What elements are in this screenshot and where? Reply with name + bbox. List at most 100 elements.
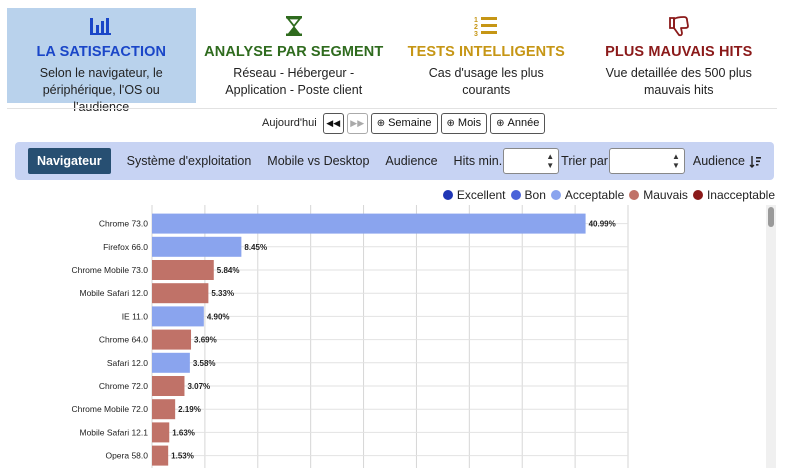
legend-item-acceptable[interactable]: Acceptable	[550, 188, 625, 202]
data-label: 5.84%	[217, 266, 240, 275]
month-button[interactable]: ⊕ Mois	[440, 112, 488, 134]
sort-by-label: Trier par	[561, 154, 608, 168]
tab-operating-system[interactable]: Système d'exploitation	[126, 154, 252, 168]
tab-browser[interactable]: Navigateur	[28, 148, 111, 174]
svg-text:3: 3	[474, 31, 478, 37]
zoom-icon: ⊕	[376, 117, 386, 129]
category-label: Chrome Mobile 73.0	[71, 265, 148, 275]
legend-label: Acceptable	[564, 188, 625, 202]
legend-item-mauvais[interactable]: Mauvais	[629, 188, 688, 202]
data-label: 8.45%	[244, 243, 267, 252]
legend-dot	[629, 190, 640, 200]
card-description: Selon le navigateur, le périphérique, l'…	[39, 66, 163, 114]
filter-bar: Navigateur Système d'exploitation Mobile…	[15, 142, 774, 180]
period-current-label: Aujourd'hui	[262, 117, 317, 129]
divider	[7, 108, 777, 109]
svg-text:1: 1	[474, 17, 478, 24]
data-label: 1.63%	[172, 428, 195, 437]
sort-by-select[interactable]: ▲ ▼	[608, 148, 685, 174]
legend-label: Excellent	[456, 188, 506, 202]
zoom-icon: ⊕	[496, 117, 505, 129]
tab-mobile-vs-desktop[interactable]: Mobile vs Desktop	[267, 154, 370, 168]
category-label: Safari 12.0	[107, 358, 148, 368]
legend-label: Inacceptable	[706, 188, 775, 202]
next-period-button[interactable]: ▶▶	[346, 112, 368, 134]
updown-arrow-icon: ▲ ▼	[672, 152, 680, 170]
category-label: Mobile Safari 12.0	[79, 288, 148, 298]
sort-descending-icon	[749, 155, 762, 168]
week-button-label: Semaine	[388, 117, 432, 129]
svg-text:2: 2	[474, 24, 478, 31]
year-button[interactable]: ⊕ Année	[490, 112, 546, 134]
legend-dot	[510, 190, 521, 200]
category-label: Firefox 66.0	[103, 242, 148, 252]
legend-label: Bon	[524, 188, 546, 202]
bar[interactable]	[152, 329, 192, 350]
category-label: Chrome 64.0	[99, 335, 148, 345]
category-label: IE 11.0	[122, 311, 149, 321]
chart-legend: Excellent Bon Acceptable Mauvais Inacceptabl…	[438, 188, 775, 202]
bar[interactable]	[152, 283, 209, 304]
category-label: Chrome Mobile 72.0	[71, 404, 148, 414]
card-description: Réseau - Hébergeur - Application - Poste…	[225, 66, 363, 97]
week-button[interactable]: ⊕ Semaine	[370, 112, 438, 134]
period-selector: Aujourd'hui ◀◀ ▶▶ ⊕ Semaine ⊕ Mois ⊕ Année	[262, 112, 548, 134]
bar[interactable]	[152, 399, 176, 420]
audience-sort-toggle[interactable]: Audience	[693, 154, 762, 168]
data-label: 5.33%	[211, 289, 234, 298]
hits-min-select[interactable]: ▲ ▼	[503, 148, 560, 174]
category-label: Chrome 72.0	[99, 381, 148, 391]
hourglass-icon	[200, 14, 389, 38]
zoom-icon: ⊕	[446, 117, 455, 129]
thumbs-down-icon	[585, 14, 774, 38]
card-description: Vue detaillée des 500 plus mauvais hits	[605, 66, 752, 97]
card-worst-hits[interactable]: PLUS MAUVAIS HITS Vue detaillée des 500 …	[585, 8, 774, 103]
year-button-label: Année	[507, 117, 540, 129]
data-label: 1.53%	[171, 452, 194, 461]
scrollbar-thumb[interactable]	[768, 207, 774, 227]
legend-item-bon[interactable]: Bon	[510, 188, 546, 202]
data-label: 2.19%	[178, 405, 201, 414]
previous-period-button[interactable]: ◀◀	[322, 112, 344, 134]
legend-item-inacceptable[interactable]: Inacceptable	[692, 188, 775, 202]
data-label: 3.69%	[194, 336, 217, 345]
double-chevron-right-icon: ▶▶	[350, 117, 365, 128]
card-title: PLUS MAUVAIS HITS	[605, 44, 753, 60]
data-label: 40.99%	[589, 220, 616, 229]
card-title: TESTS INTELLIGENTS	[407, 44, 565, 60]
double-chevron-left-icon: ◀◀	[326, 117, 341, 128]
data-label: 3.07%	[187, 382, 210, 391]
data-label: 4.90%	[207, 312, 230, 321]
bar-chart-icon	[7, 14, 196, 38]
bar-chart-svg: Chrome 73.0 40.99% Firefox 66.0 8.45% Chrome…	[71, 205, 629, 468]
data-label: 3.58%	[193, 359, 216, 368]
bar[interactable]	[152, 445, 169, 466]
card-title: ANALYSE PAR SEGMENT	[204, 44, 384, 60]
category-label: Chrome 73.0	[99, 219, 148, 229]
card-satisfaction[interactable]: LA SATISFACTION Selon le navigateur, le …	[7, 8, 196, 114]
card-description: Cas d'usage les plus courants	[428, 66, 544, 97]
bar[interactable]	[152, 306, 204, 327]
feature-cards: LA SATISFACTION Selon le navigateur, le …	[7, 8, 777, 114]
bar[interactable]	[152, 213, 586, 234]
bar[interactable]	[152, 422, 170, 443]
category-label: Opera 58.0	[105, 451, 148, 461]
bar[interactable]	[152, 376, 185, 396]
legend-label: Mauvais	[643, 188, 688, 202]
updown-arrow-icon: ▲ ▼	[546, 152, 555, 170]
card-title: LA SATISFACTION	[36, 44, 167, 60]
legend-dot	[550, 190, 561, 200]
legend-dot	[442, 190, 453, 200]
month-button-label: Mois	[457, 117, 482, 129]
chart-scrollbar[interactable]	[766, 205, 776, 468]
bar[interactable]	[152, 260, 214, 280]
bar[interactable]	[152, 352, 190, 373]
bar[interactable]	[152, 236, 242, 257]
tab-audience[interactable]: Audience	[385, 154, 438, 168]
browser-satisfaction-chart: Chrome 73.0 40.99% Firefox 66.0 8.45% Chrome…	[15, 205, 765, 468]
legend-item-excellent[interactable]: Excellent	[442, 188, 506, 202]
category-label: Mobile Safari 12.1	[79, 427, 148, 437]
card-segment-analysis[interactable]: ANALYSE PAR SEGMENT Réseau - Hébergeur -…	[200, 8, 389, 103]
